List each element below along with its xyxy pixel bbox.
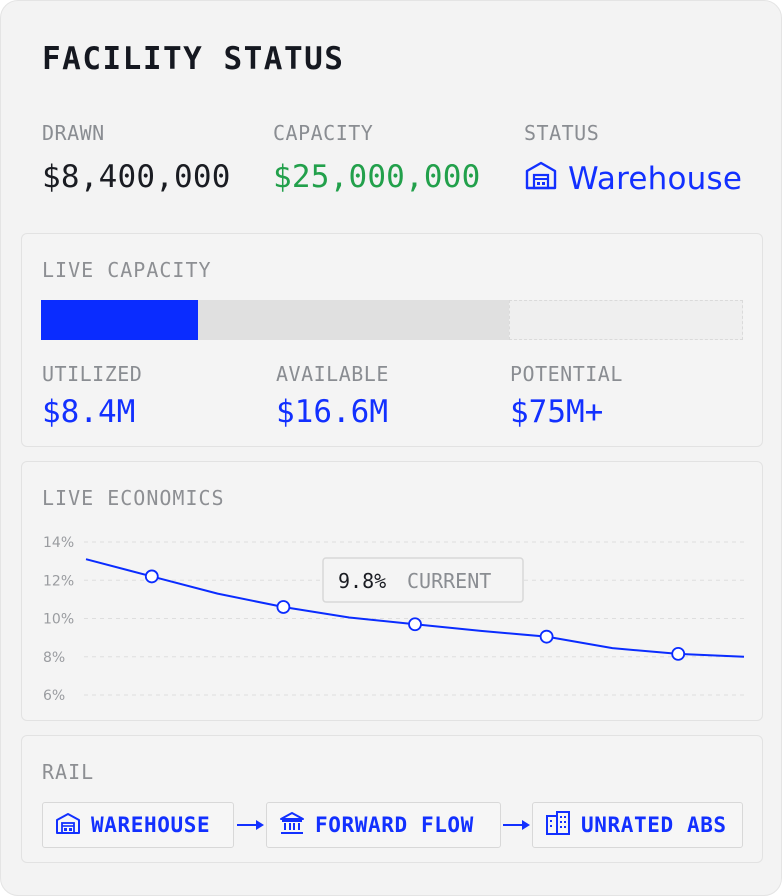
chart-point[interactable]	[408, 617, 422, 632]
potential-stat: POTENTIAL $75M+	[510, 362, 623, 430]
potential-value: $75M+	[510, 394, 604, 430]
office-building-icon	[545, 810, 571, 841]
bank-icon	[279, 811, 305, 840]
rail-step-forward-flow[interactable]: FORWARD FLOW	[266, 802, 501, 848]
utilized-stat: UTILIZED $8.4M	[42, 362, 142, 430]
live-economics-panel: LIVE ECONOMICS 14% 12% 10% 8% 6% 9.8% CURRENT	[21, 461, 763, 721]
capacity-value: $25,000,000	[273, 159, 481, 195]
available-label: AVAILABLE	[276, 362, 389, 386]
capacity-bar-utilized	[41, 300, 198, 340]
rail-step-label: FORWARD FLOW	[315, 813, 474, 837]
y-tick-label: 14%	[43, 535, 74, 551]
capacity-label: CAPACITY	[273, 121, 374, 145]
status-stat: STATUS Warehouse	[524, 121, 742, 199]
y-tick-label: 6%	[43, 688, 65, 704]
arrow-right-icon	[237, 820, 264, 830]
callout-box	[322, 557, 524, 603]
capacity-bar	[41, 300, 743, 340]
y-tick-label: 12%	[43, 573, 74, 589]
chart-point[interactable]	[671, 646, 686, 661]
callout-value: 9.8%	[338, 569, 386, 593]
available-stat: AVAILABLE $16.6M	[276, 362, 389, 430]
drawn-value: $8,400,000	[42, 159, 231, 195]
callout-label: CURRENT	[407, 569, 491, 593]
capacity-bar-potential	[509, 300, 743, 340]
rail-label: RAIL	[42, 760, 95, 784]
rail-panel: RAIL WAREHOUSE	[21, 735, 763, 863]
page-title: FACILITY STATUS	[42, 41, 345, 77]
y-tick-label: 8%	[43, 650, 65, 666]
potential-label: POTENTIAL	[510, 362, 623, 386]
current-rate-callout: 9.8% CURRENT	[322, 557, 524, 603]
arrow-right-icon	[503, 820, 530, 830]
chart-point[interactable]	[539, 629, 554, 644]
chart-point[interactable]	[144, 569, 159, 584]
rail-step-warehouse[interactable]: WAREHOUSE	[42, 802, 234, 848]
y-tick-label: 10%	[43, 612, 74, 628]
status-label: STATUS	[524, 121, 600, 145]
economics-chart: 14% 12% 10% 8% 6% 9.8% CURRENT	[43, 535, 745, 704]
rail-step-label: WAREHOUSE	[91, 813, 211, 837]
rail-step-unrated-abs[interactable]: UNRATED ABS	[532, 802, 743, 848]
status-value: Warehouse	[524, 159, 742, 199]
utilized-value: $8.4M	[42, 394, 136, 430]
utilized-label: UTILIZED	[42, 362, 143, 386]
warehouse-icon	[524, 159, 558, 199]
status-text: Warehouse	[568, 161, 743, 197]
drawn-label: DRAWN	[42, 121, 105, 145]
chart-point[interactable]	[276, 600, 291, 614]
rail-step-label: UNRATED ABS	[581, 813, 727, 837]
available-value: $16.6M	[276, 394, 388, 430]
warehouse-icon	[55, 811, 81, 840]
capacity-bar-available	[198, 300, 509, 340]
live-capacity-label: LIVE CAPACITY	[42, 258, 212, 282]
live-economics-label: LIVE ECONOMICS	[42, 486, 225, 510]
capacity-stat: CAPACITY $25,000,000	[273, 121, 481, 195]
drawn-stat: DRAWN $8,400,000	[42, 121, 231, 195]
live-capacity-panel: LIVE CAPACITY UTILIZED $8.4M AVAILABLE $…	[21, 233, 763, 447]
